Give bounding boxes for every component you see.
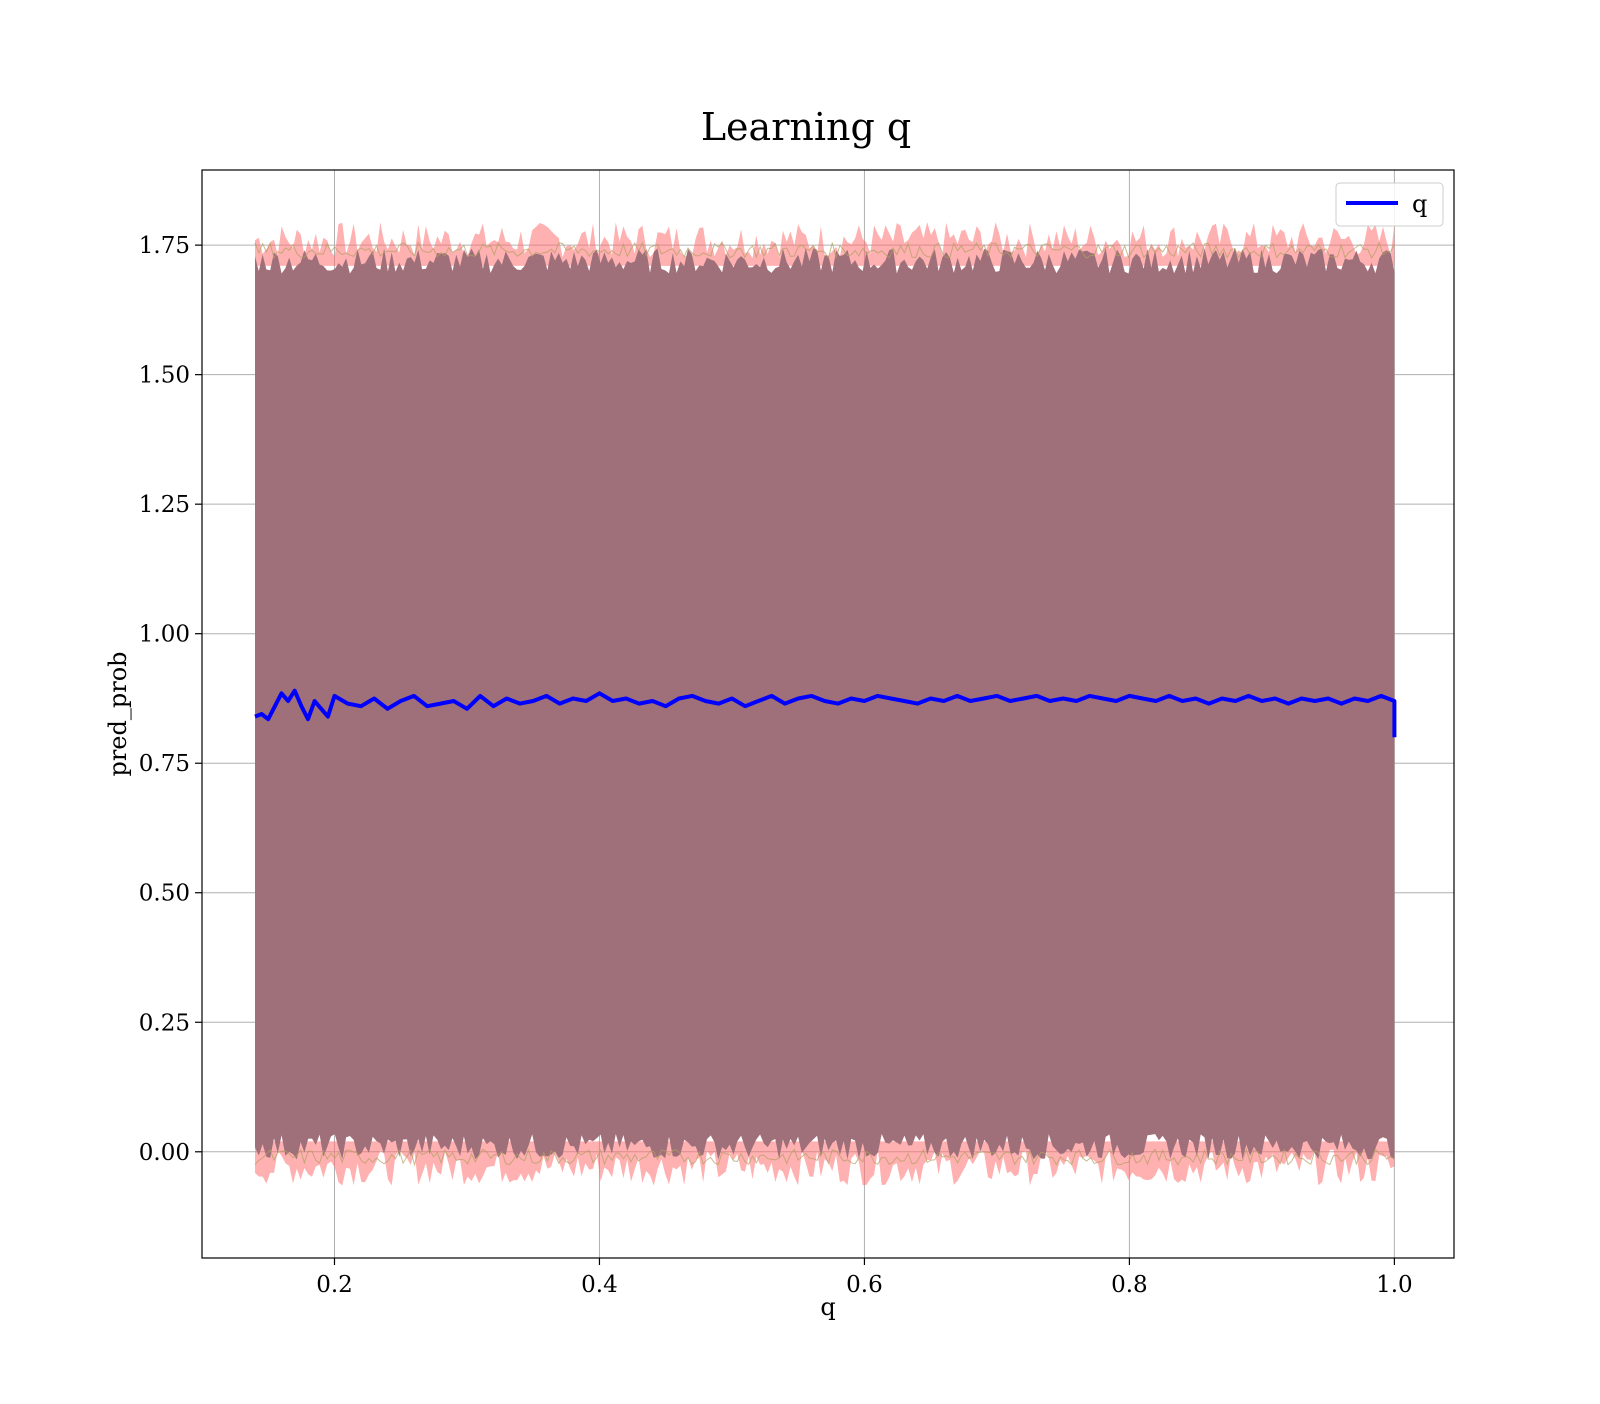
- y-tick-label: 0.25: [139, 1010, 190, 1036]
- legend-label-q: q: [1412, 190, 1427, 218]
- y-tick-label: 0.00: [139, 1140, 190, 1166]
- legend: q: [1335, 182, 1444, 227]
- y-tick-label: 0.50: [139, 881, 190, 907]
- x-tick-label: 0.6: [846, 1272, 883, 1298]
- band-lower-edge: [254, 1141, 1395, 1186]
- y-tick-label: 1.50: [139, 363, 190, 389]
- x-tick-label: 0.8: [1111, 1272, 1148, 1298]
- y-axis-label: pred_prob: [104, 651, 132, 776]
- x-tick-label: 1.0: [1376, 1272, 1413, 1298]
- y-tick-label: 0.75: [139, 751, 190, 777]
- band-upper-mean: [254, 241, 1395, 260]
- x-tick-label: 0.4: [581, 1272, 618, 1298]
- y-tick-label: 1.75: [139, 233, 190, 259]
- band-lower-mean: [254, 1147, 1395, 1167]
- band-fill: [255, 247, 1395, 1160]
- y-axis-ticks: 0.00 0.25 0.50 0.75 1.00 1.25 1.50 1.75: [139, 233, 202, 1166]
- uncertainty-band: [254, 222, 1395, 1186]
- axes-frame: [201, 169, 1455, 1259]
- series-lines: [254, 688, 1397, 738]
- x-tick-label: 0.2: [316, 1272, 353, 1298]
- y-tick-label: 1.25: [139, 492, 190, 518]
- x-axis-label: q: [820, 1293, 835, 1321]
- x-axis-ticks: 0.2 0.4 0.6 0.8 1.0: [316, 1258, 1413, 1298]
- y-tick-label: 1.00: [139, 622, 190, 648]
- series-line-q: [254, 688, 1397, 738]
- chart-title: Learning q: [701, 105, 911, 149]
